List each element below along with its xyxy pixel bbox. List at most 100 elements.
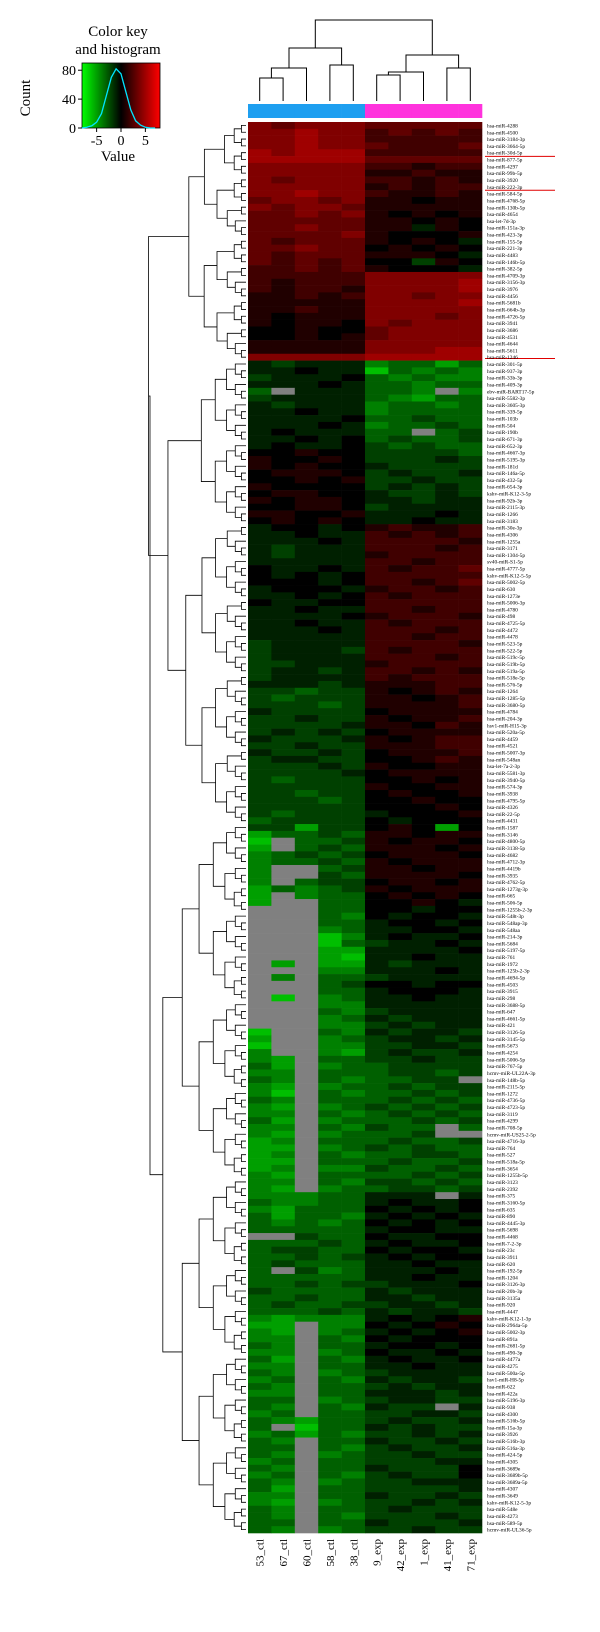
cell — [458, 1144, 483, 1152]
cell — [435, 1321, 459, 1329]
cell — [458, 1260, 483, 1268]
cell — [294, 278, 319, 286]
cell — [458, 960, 483, 968]
cell — [365, 783, 389, 791]
branch — [234, 847, 246, 859]
cell — [388, 885, 413, 893]
cell — [411, 715, 436, 723]
cell — [388, 660, 413, 668]
cell — [388, 462, 413, 470]
row-label: hsa-miR-519a-5p — [487, 669, 525, 675]
cell — [411, 864, 436, 873]
cell — [458, 974, 483, 982]
branch — [241, 472, 246, 481]
cell — [458, 755, 483, 764]
row-label: hsa-miR-1285-5p — [487, 696, 525, 702]
branch — [224, 1138, 236, 1166]
cell — [435, 421, 459, 430]
cell — [365, 333, 389, 341]
cell — [411, 435, 436, 443]
row-label: hsa-miR-3160-5p — [487, 1200, 525, 1206]
cell — [411, 1185, 436, 1193]
cell — [318, 510, 342, 518]
cell — [458, 476, 483, 484]
cell — [435, 755, 459, 764]
cell — [458, 251, 483, 259]
cell — [365, 851, 389, 859]
cell — [458, 428, 483, 436]
cell — [388, 1485, 413, 1493]
cell — [248, 1471, 272, 1479]
cell — [248, 1451, 272, 1459]
branch — [241, 227, 246, 235]
cell — [388, 483, 413, 491]
cell — [411, 1485, 436, 1493]
cell — [318, 674, 342, 682]
cell — [341, 790, 366, 798]
cell — [458, 1246, 483, 1254]
cell — [341, 612, 366, 620]
cell — [458, 1137, 483, 1145]
cell — [318, 708, 342, 716]
cell — [318, 612, 342, 620]
cell — [411, 1103, 436, 1111]
cell — [458, 619, 483, 627]
cell — [388, 1430, 413, 1438]
cell — [458, 1124, 483, 1132]
cell — [388, 162, 413, 171]
cell — [411, 919, 436, 927]
cell — [435, 885, 459, 893]
cell — [341, 1526, 366, 1534]
branch — [241, 1188, 246, 1196]
cell — [294, 224, 319, 232]
cell — [318, 333, 342, 341]
na-cell — [294, 1158, 319, 1166]
cell — [435, 987, 459, 995]
branch — [241, 1386, 246, 1394]
cell — [458, 946, 483, 954]
cell — [341, 1137, 366, 1145]
cell — [388, 919, 413, 927]
cell — [294, 496, 319, 505]
cell — [388, 1062, 413, 1070]
branch — [226, 491, 236, 513]
cell — [365, 1137, 389, 1145]
cell — [388, 1083, 413, 1091]
cell — [458, 490, 483, 498]
cell — [294, 1314, 319, 1322]
cell — [388, 381, 413, 389]
cell — [248, 394, 272, 402]
cell — [341, 633, 366, 641]
branch — [214, 460, 227, 503]
row-label: hsa-miR-2115-3p — [487, 505, 525, 511]
cell — [248, 1464, 272, 1472]
cell — [435, 156, 459, 164]
row-label: hsa-miR-4736-5p — [487, 1098, 525, 1104]
cell — [318, 939, 342, 948]
cell — [341, 360, 366, 368]
cell — [411, 1151, 436, 1159]
cell — [248, 1103, 272, 1111]
cell — [318, 762, 342, 770]
cell — [388, 333, 413, 341]
cell — [411, 1526, 436, 1534]
cell — [294, 612, 319, 620]
cell — [388, 783, 413, 791]
branch — [241, 1031, 246, 1040]
cell — [411, 169, 436, 177]
cell — [318, 933, 342, 941]
cell — [318, 530, 342, 539]
cell — [294, 183, 319, 191]
cell — [411, 1376, 436, 1384]
cell — [318, 1226, 342, 1234]
cell — [271, 1383, 296, 1391]
cell — [341, 1219, 366, 1227]
row-label: hsa-miR-4297 — [487, 164, 518, 170]
row-label: hsa-miR-4667-3p — [487, 451, 525, 457]
cell — [318, 715, 342, 723]
branch — [241, 1052, 246, 1060]
cell — [341, 176, 366, 184]
cell — [411, 796, 436, 804]
cell — [435, 135, 459, 143]
cell — [271, 258, 296, 266]
